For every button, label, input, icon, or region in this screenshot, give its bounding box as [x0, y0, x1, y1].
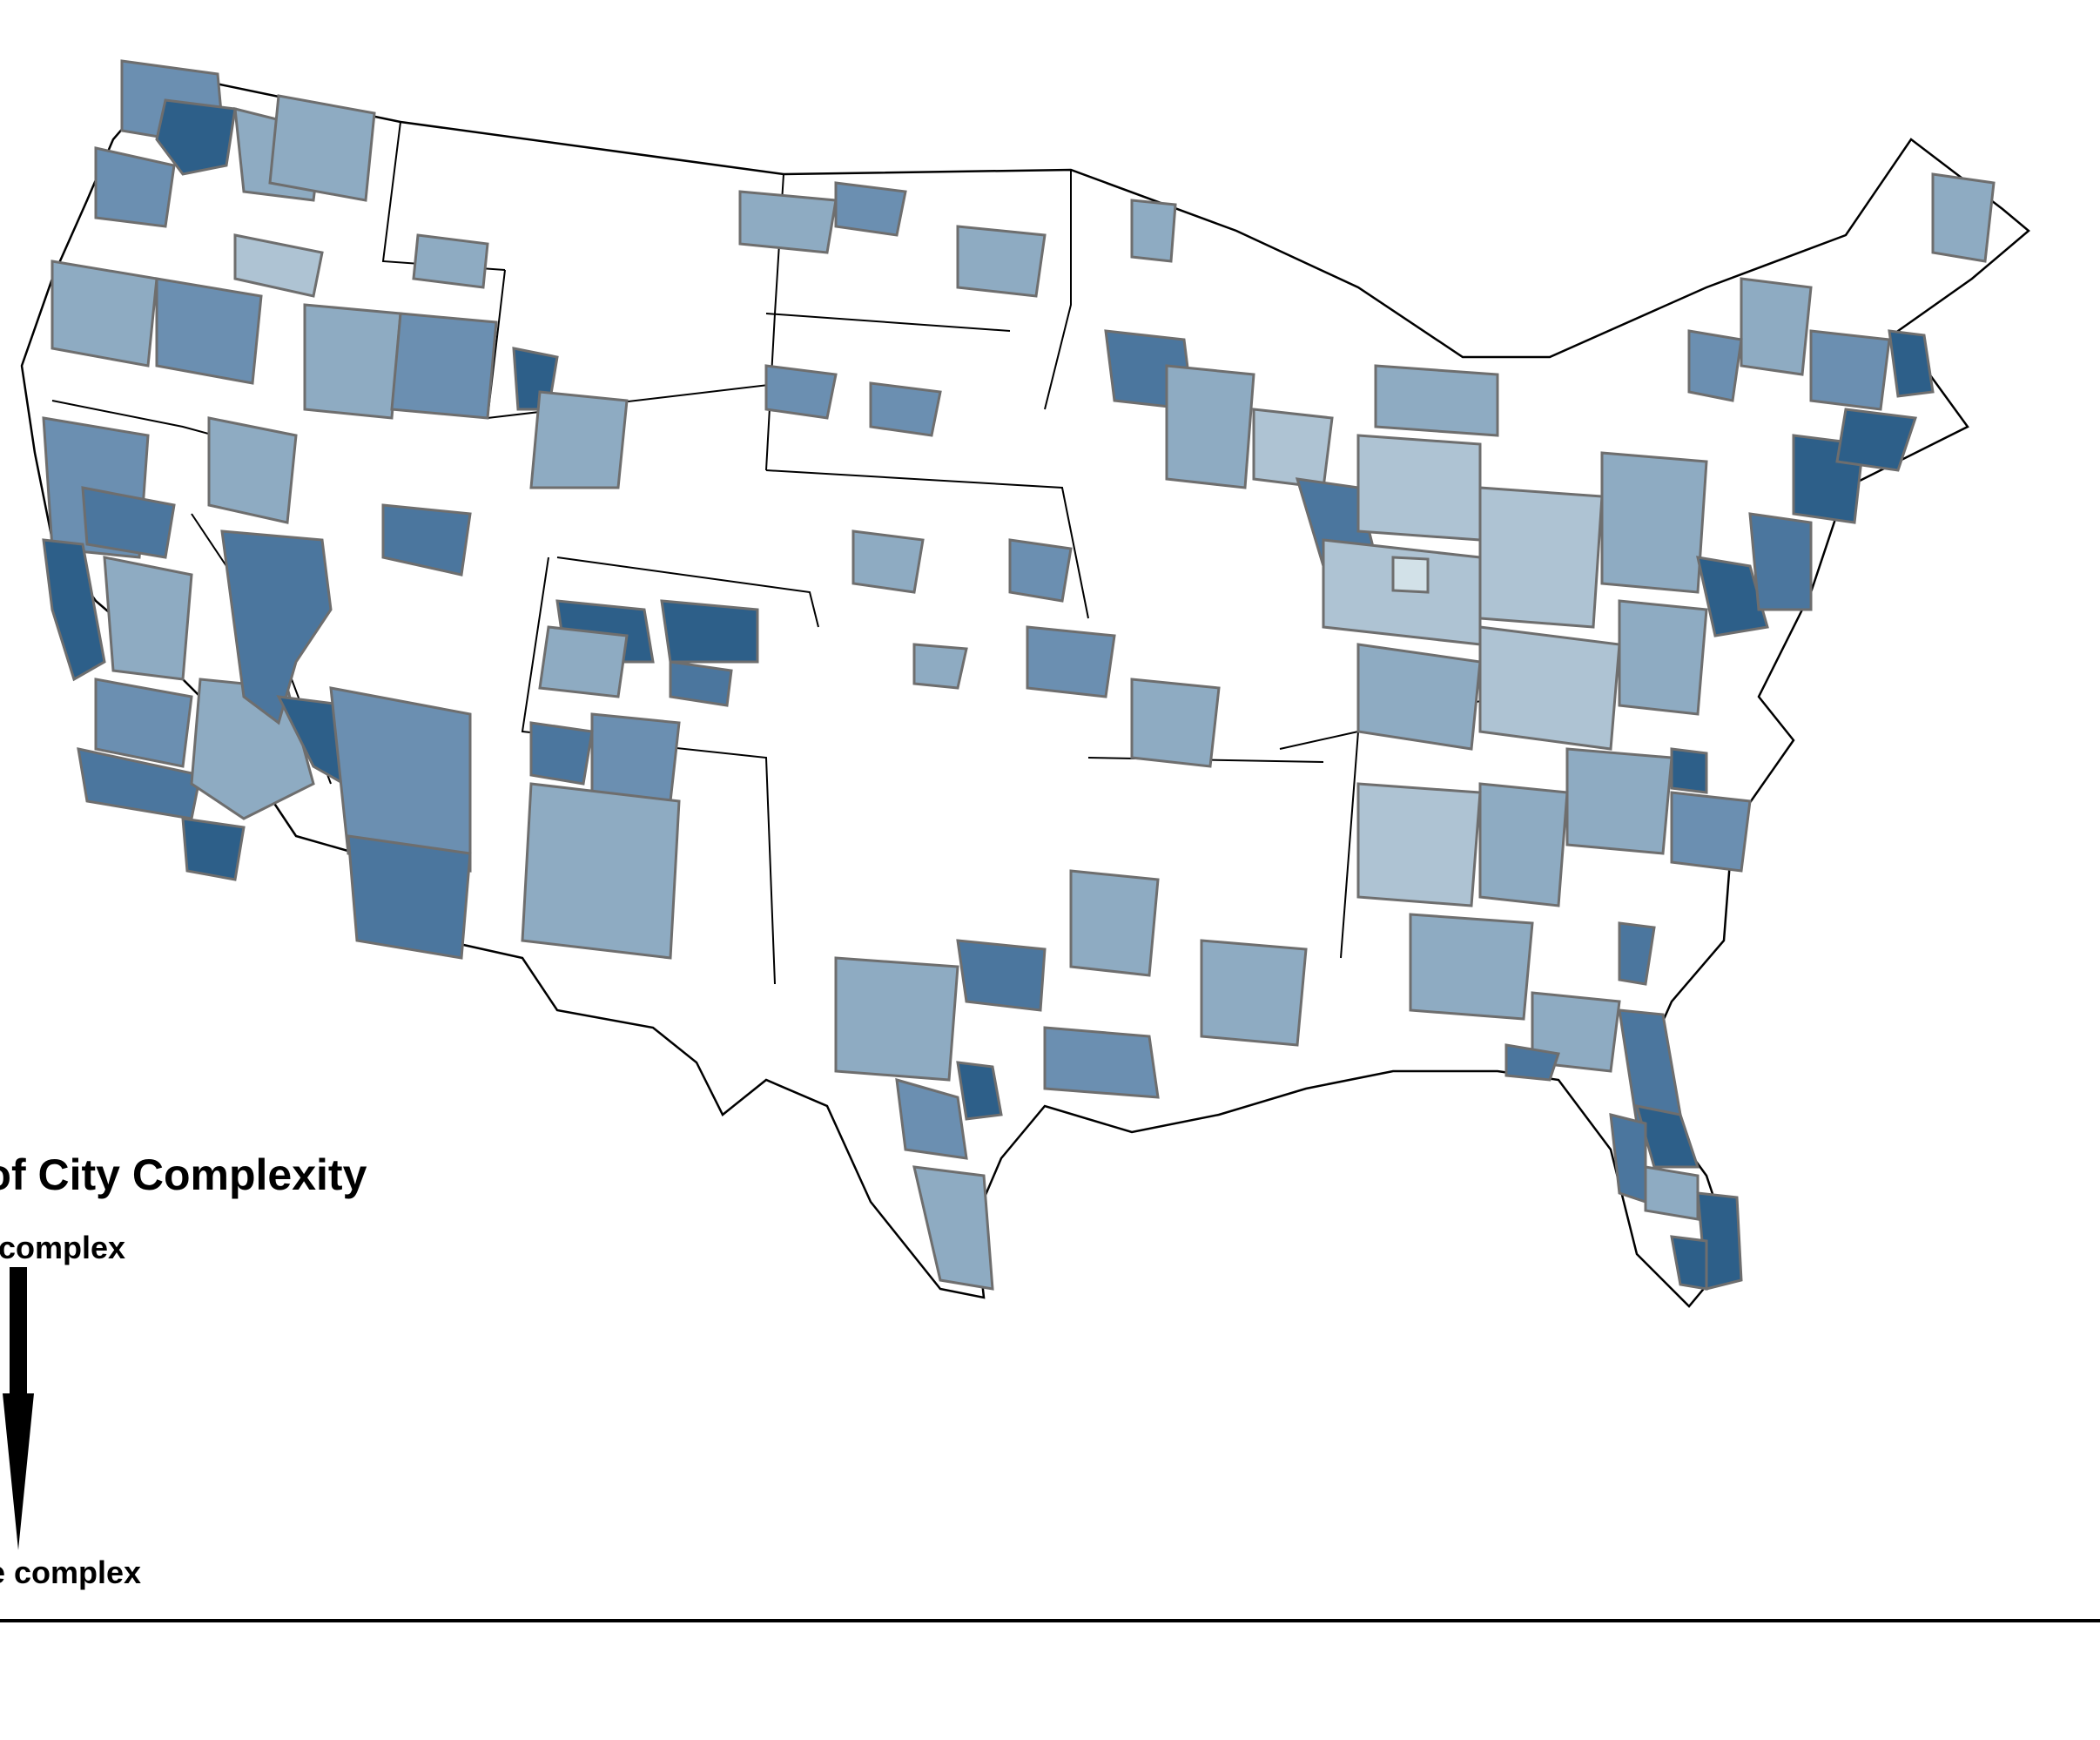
horizontal-divider [0, 1619, 2100, 1622]
regions [42, 59, 1996, 1291]
legend-bottom-label: e complex [0, 1555, 142, 1590]
legend-title: n of City Complexity [0, 1150, 367, 1199]
down-arrow-icon [3, 1267, 34, 1550]
legend-top-label: complex [0, 1230, 126, 1265]
